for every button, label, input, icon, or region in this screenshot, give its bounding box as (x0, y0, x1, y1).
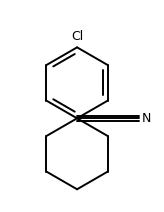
Text: Cl: Cl (71, 30, 83, 43)
Text: N: N (142, 112, 151, 125)
